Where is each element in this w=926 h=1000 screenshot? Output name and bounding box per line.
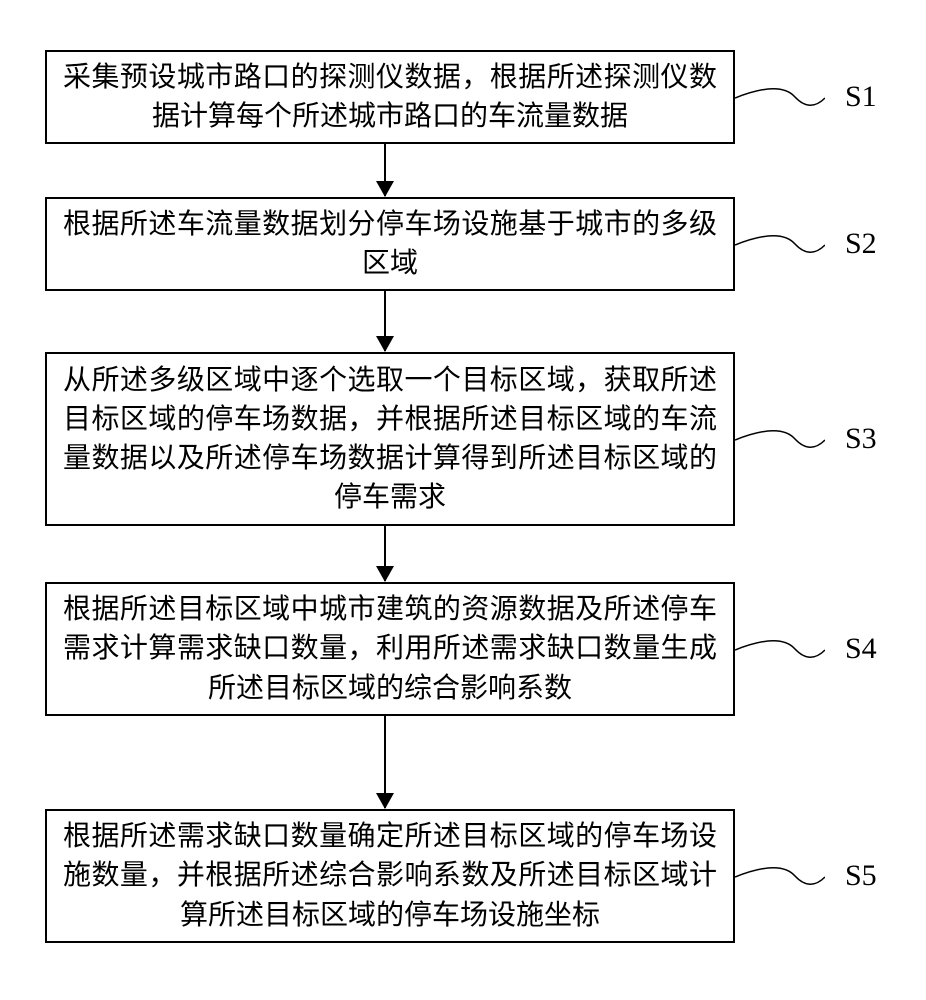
step-label-s4: S4 (845, 632, 877, 666)
label-curve (735, 864, 825, 904)
step-text: 根据所述需求缺口数量确定所述目标区域的停车场设施数量，并根据所述综合影响系数及所… (63, 817, 717, 935)
label-curve (735, 232, 825, 272)
step-box-s5: 根据所述需求缺口数量确定所述目标区域的停车场设施数量，并根据所述综合影响系数及所… (45, 809, 735, 943)
step-box-s2: 根据所述车流量数据划分停车场设施基于城市的多级区域 (45, 197, 735, 291)
step-label-s5: S5 (845, 859, 877, 893)
step-text: 根据所述目标区域中城市建筑的资源数据及所述停车需求计算需求缺口数量，利用所述需求… (63, 590, 717, 708)
step-label-s3: S3 (845, 422, 877, 456)
step-text: 采集预设城市路口的探测仪数据，根据所述探测仪数据计算每个所述城市路口的车流量数据 (63, 58, 717, 136)
label-curve (735, 427, 825, 467)
label-curve (735, 637, 825, 677)
step-label-s2: S2 (845, 227, 877, 261)
step-label-s1: S1 (845, 80, 877, 114)
step-text: 根据所述车流量数据划分停车场设施基于城市的多级区域 (63, 205, 717, 283)
arrow-s2-s3 (384, 291, 386, 351)
label-curve (735, 85, 825, 125)
step-text: 从所述多级区域中逐个选取一个目标区域，获取所述目标区域的停车场数据，并根据所述目… (63, 361, 717, 518)
step-box-s1: 采集预设城市路口的探测仪数据，根据所述探测仪数据计算每个所述城市路口的车流量数据 (45, 50, 735, 144)
step-box-s4: 根据所述目标区域中城市建筑的资源数据及所述停车需求计算需求缺口数量，利用所述需求… (45, 582, 735, 716)
step-box-s3: 从所述多级区域中逐个选取一个目标区域，获取所述目标区域的停车场数据，并根据所述目… (45, 352, 735, 526)
arrow-s1-s2 (384, 144, 386, 196)
arrow-s4-s5 (384, 716, 386, 808)
arrow-s3-s4 (384, 526, 386, 581)
